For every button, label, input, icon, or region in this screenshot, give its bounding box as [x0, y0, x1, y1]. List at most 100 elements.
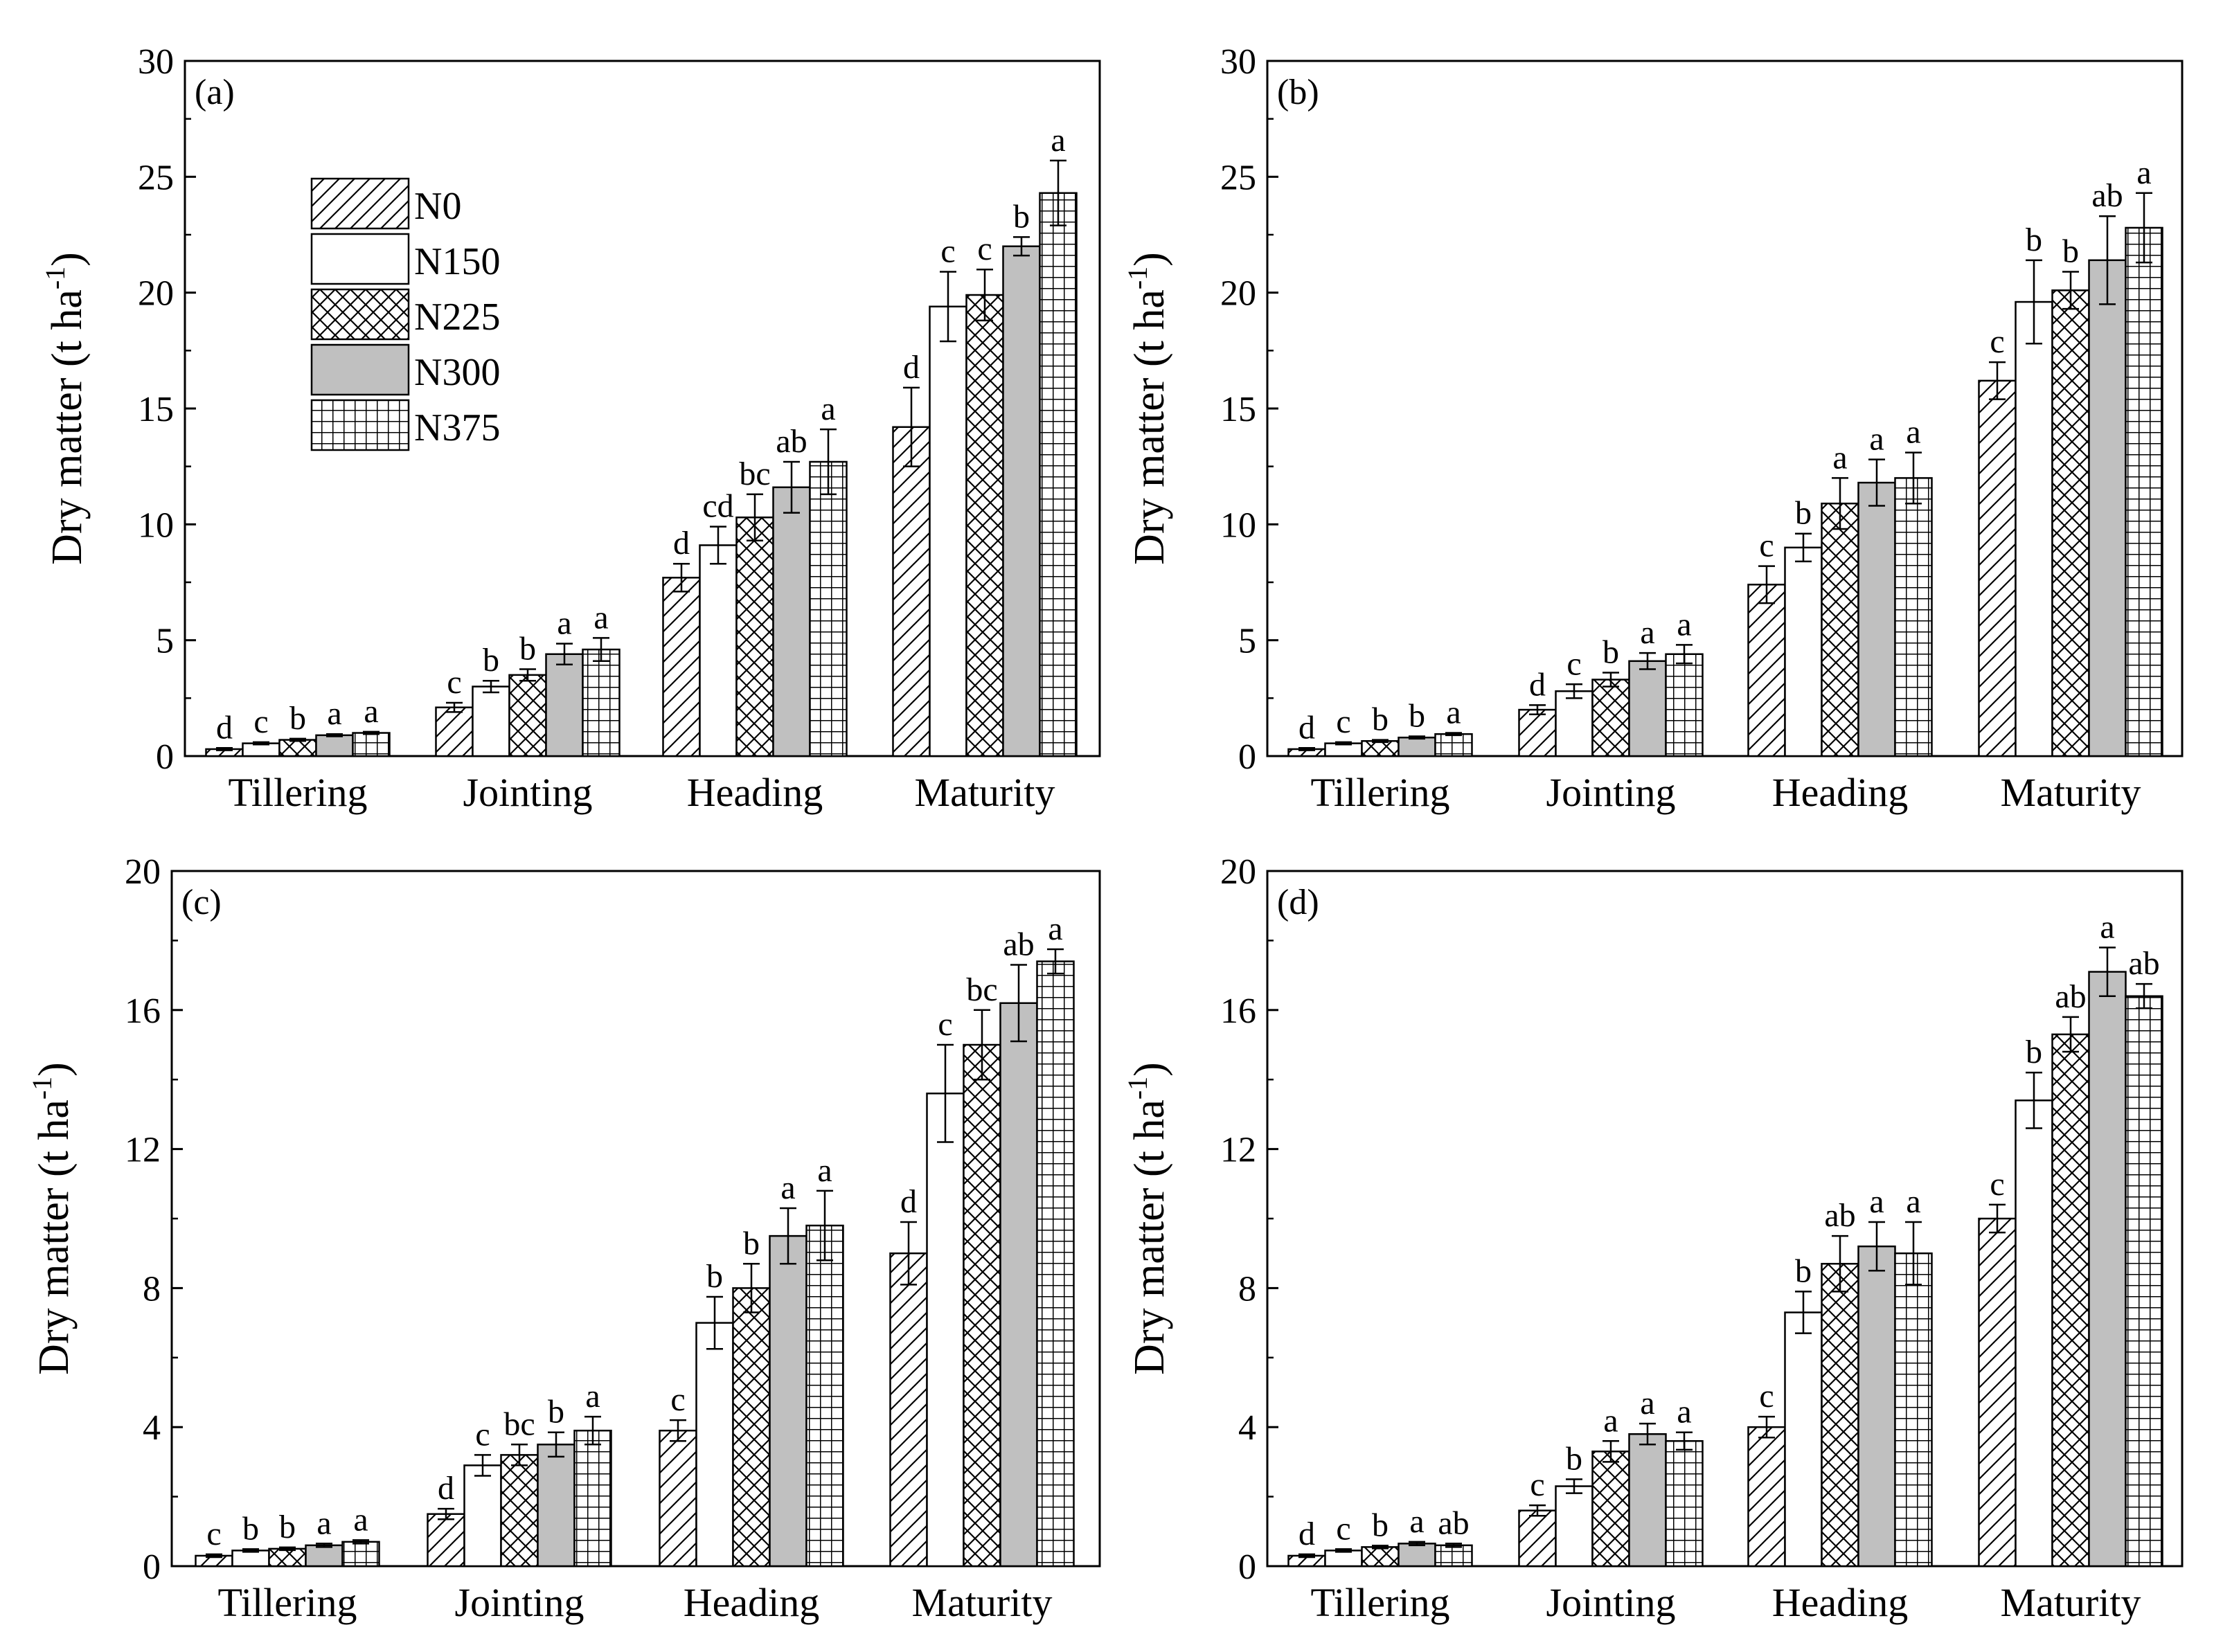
significance-letter: c: [1566, 645, 1581, 682]
chart-panel-c: 0 4 8 12 16 20 Dry matter (t ha-1) (c) Tillering…: [26, 852, 1101, 1625]
bar-N375-maturity: [2125, 995, 2163, 1568]
y-tick-label: 0: [156, 737, 174, 777]
significance-letter: c: [977, 231, 992, 267]
bar-N150-jointing: [1555, 1485, 1593, 1568]
significance-letter: ab: [1824, 1197, 1855, 1234]
significance-letter: b: [279, 1509, 296, 1545]
significance-letter: a: [2100, 908, 2114, 945]
y-tick-label: 15: [138, 390, 174, 429]
bar-N300-heading: [1857, 1245, 1896, 1568]
bar-N225-jointing: [508, 674, 547, 757]
bar-N375-tillering: [352, 732, 391, 757]
legend: N0 N150 N225 N300 N375: [310, 177, 500, 451]
bar-N225-jointing: [1591, 1451, 1630, 1568]
significance-letter: d: [1298, 709, 1315, 746]
bar-N0-jointing: [435, 706, 474, 757]
significance-letter: b: [706, 1258, 723, 1295]
bar-N300-jointing: [537, 1444, 575, 1568]
legend-swatch-N225: [310, 288, 410, 341]
significance-letter: a: [1869, 421, 1884, 458]
x-tick-label: Heading: [684, 1580, 820, 1625]
bar-N150-jointing: [463, 1464, 502, 1568]
x-tick-label: Heading: [1772, 1580, 1909, 1625]
y-tick-label: 0: [1238, 1547, 1256, 1587]
bar-N225-maturity: [2051, 289, 2090, 757]
bar-N300-heading: [769, 1234, 807, 1568]
y-tick-label: 8: [143, 1269, 161, 1309]
bar-N225-tillering: [1361, 1546, 1400, 1568]
x-tick-label: Tillering: [1311, 770, 1450, 815]
significance-letter: a: [817, 1152, 832, 1189]
x-tick-label: Jointing: [455, 1580, 584, 1625]
significance-letter: a: [821, 390, 835, 427]
y-tick-label: 20: [1220, 274, 1256, 314]
legend-swatch-N150: [310, 233, 410, 285]
y-tick-label: 5: [156, 622, 174, 661]
bar-N375-tillering: [1434, 1544, 1473, 1568]
bar-N375-heading: [1894, 1252, 1933, 1568]
significance-letter: a: [1906, 414, 1920, 451]
significance-letter: a: [1603, 1402, 1618, 1439]
significance-letter: c: [940, 233, 955, 270]
bar-N150-maturity: [2015, 300, 2053, 757]
bar-N150-tillering: [1324, 1550, 1363, 1568]
legend-swatch-N300: [310, 343, 410, 396]
significance-letter: b: [1372, 1507, 1389, 1543]
bar-N300-maturity: [2088, 259, 2127, 757]
legend-label: N375: [414, 406, 500, 449]
x-tick-label: Jointing: [463, 770, 593, 815]
bar-N375-jointing: [573, 1429, 612, 1568]
significance-letter: ab: [1003, 926, 1034, 963]
bar-N0-maturity: [1978, 1217, 2017, 1568]
significance-letter: bc: [739, 456, 770, 492]
significance-letter: b: [743, 1225, 760, 1262]
bar-N0-heading: [662, 577, 701, 757]
significance-letter: a: [1832, 439, 1847, 476]
significance-letter: a: [780, 1169, 795, 1206]
panel-label: (a): [195, 73, 235, 112]
significance-letter: b: [1372, 701, 1389, 738]
bar-N300-maturity: [1002, 245, 1041, 757]
significance-letter: bc: [966, 971, 997, 1008]
significance-letter: c: [1990, 1166, 2004, 1203]
significance-letter: c: [1759, 1378, 1774, 1415]
significance-letter: d: [900, 1183, 917, 1220]
significance-letter: b: [289, 700, 306, 737]
x-tick-label: Jointing: [1546, 1580, 1676, 1625]
significance-letter: ab: [1438, 1505, 1469, 1541]
significance-letter: b: [548, 1394, 564, 1430]
significance-letter: a: [353, 1501, 368, 1538]
y-axis-label: Dry matter (t ha-1): [26, 1062, 78, 1375]
y-tick-label: 16: [1220, 991, 1256, 1031]
bar-N0-jointing: [427, 1513, 465, 1568]
y-tick-label: 10: [138, 505, 174, 545]
bar-N150-heading: [1784, 546, 1823, 757]
bar-N300-tillering: [1398, 1543, 1436, 1568]
x-tick-label: Tillering: [1311, 1580, 1450, 1625]
bar-N300-maturity: [2088, 971, 2127, 1568]
significance-letter: b: [1013, 198, 1030, 235]
x-tick-label: Jointing: [1546, 770, 1676, 815]
significance-letter: b: [1566, 1441, 1582, 1478]
y-tick-label: 4: [143, 1408, 161, 1448]
bar-N225-heading: [1821, 1263, 1859, 1568]
significance-letter: c: [1336, 703, 1350, 740]
significance-letter: d: [673, 525, 690, 562]
chart-panel-d: 0 4 8 12 16 20 Dry matter (t ha-1) (d) Tillering…: [1122, 852, 2184, 1625]
x-tick-label: Maturity: [2001, 770, 2141, 815]
bar-N300-jointing: [545, 653, 584, 757]
significance-letter: ab: [2128, 945, 2159, 982]
y-tick-label: 0: [143, 1547, 161, 1587]
significance-letter: a: [1906, 1183, 1920, 1220]
bar-N300-jointing: [1628, 660, 1667, 757]
x-tick-label: Maturity: [915, 770, 1055, 815]
bar-N0-heading: [1747, 1426, 1786, 1568]
y-tick-label: 20: [1220, 852, 1256, 892]
y-axis-label: Dry matter (t ha-1): [1122, 252, 1173, 565]
significance-letter: c: [447, 664, 461, 701]
y-tick-label: 25: [138, 158, 174, 197]
significance-letter: c: [253, 703, 268, 740]
legend-swatch-N375: [310, 399, 410, 451]
significance-letter: b: [2026, 1034, 2042, 1070]
